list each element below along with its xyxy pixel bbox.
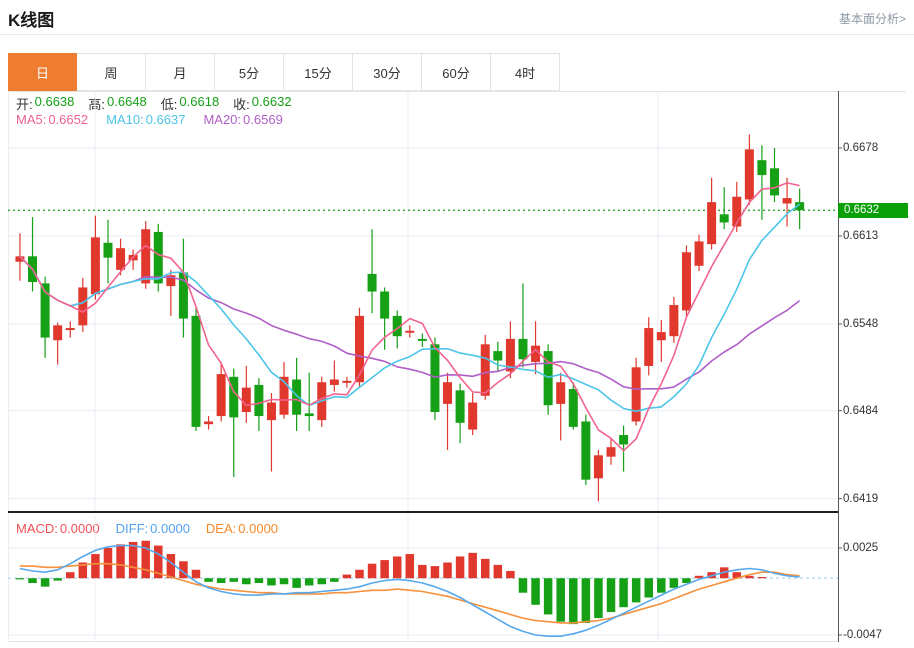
price-axis-label: 0.6548 xyxy=(843,318,879,330)
legend-label: MA10: xyxy=(106,112,144,127)
legend-value: 0.6618 xyxy=(179,94,220,109)
tab-4时[interactable]: 4时 xyxy=(491,53,560,91)
tab-60分[interactable]: 60分 xyxy=(422,53,491,91)
current-price-tag: 0.6632 xyxy=(838,202,908,218)
legend-label: 高: xyxy=(88,97,106,112)
legend-label: 开: xyxy=(16,97,33,112)
legend-label: MACD: xyxy=(16,521,58,536)
legend-label: DEA: xyxy=(205,521,237,536)
legend-label: DIFF: xyxy=(115,521,149,536)
panel-separator xyxy=(8,511,838,513)
page-title: K线图 xyxy=(8,11,55,30)
legend-label: 低: xyxy=(160,97,178,112)
price-axis-line xyxy=(838,91,839,642)
price-axis-label: 0.6613 xyxy=(843,230,879,242)
legend-item: 低: 0.6618 xyxy=(161,94,219,113)
plot-left-border xyxy=(8,91,9,641)
timeframe-tabbar: 日周月 5分 15分 30分 60分 4时 xyxy=(8,53,906,92)
legend-value: 0.6638 xyxy=(34,94,75,109)
macd-axis-label: 0.0025 xyxy=(843,542,879,554)
legend-item: MACD: 0.0000 xyxy=(16,521,100,536)
candlestick-chart[interactable] xyxy=(0,91,914,513)
ohlc-legend: 开: 0.6638 高: 0.6648 低: 0.6618 收: 0.6632 xyxy=(16,94,292,113)
legend-item: DEA: 0.0000 xyxy=(206,521,278,536)
macd-legend: MACD: 0.0000 DIFF: 0.0000 DEA: 0.0000 xyxy=(16,521,278,536)
legend-item: 高: 0.6648 xyxy=(88,94,146,113)
legend-item: DIFF: 0.0000 xyxy=(116,521,190,536)
legend-label: MA5: xyxy=(16,112,47,127)
macd-chart[interactable] xyxy=(0,515,914,648)
tab-日[interactable]: 日 xyxy=(8,53,77,91)
price-axis-label: 0.6484 xyxy=(843,404,879,417)
legend-label: MA20: xyxy=(203,112,242,127)
legend-item: MA10: 0.6637 xyxy=(106,112,185,127)
legend-value: 0.0000 xyxy=(59,521,100,536)
legend-value: 0.6652 xyxy=(48,112,89,127)
legend-item: MA20: 0.6569 xyxy=(203,112,282,127)
title-divider xyxy=(0,34,914,35)
macd-axis-label: -0.0047 xyxy=(843,629,883,641)
price-axis-label: 0.6678 xyxy=(843,142,879,154)
legend-value: 0.6637 xyxy=(145,112,186,127)
tab-周[interactable]: 周 xyxy=(77,53,146,91)
legend-item: MA5: 0.6652 xyxy=(16,112,88,127)
legend-value: 0.6648 xyxy=(107,94,147,109)
tab-月[interactable]: 月 xyxy=(146,53,215,91)
fundamental-analysis-link[interactable]: 基本面分析> xyxy=(838,12,906,26)
legend-item: 收: 0.6632 xyxy=(233,94,291,113)
price-axis-label: 0.6419 xyxy=(843,492,879,505)
legend-value: 0.6569 xyxy=(243,112,283,127)
legend-item: 开: 0.6638 xyxy=(16,94,74,113)
legend-label: 收: xyxy=(233,97,250,112)
legend-value: 0.0000 xyxy=(150,521,190,536)
legend-value: 0.6632 xyxy=(251,94,292,109)
tab-30分[interactable]: 30分 xyxy=(353,53,422,91)
legend-value: 0.0000 xyxy=(238,521,279,536)
tab-15分[interactable]: 15分 xyxy=(284,53,353,91)
tab-5分[interactable]: 5分 xyxy=(215,53,284,91)
ma-legend: MA5: 0.6652 MA10: 0.6637 MA20: 0.6569 xyxy=(16,112,283,127)
macd-bottom-border xyxy=(8,641,838,642)
current-price-value: 0.6632 xyxy=(844,203,880,216)
